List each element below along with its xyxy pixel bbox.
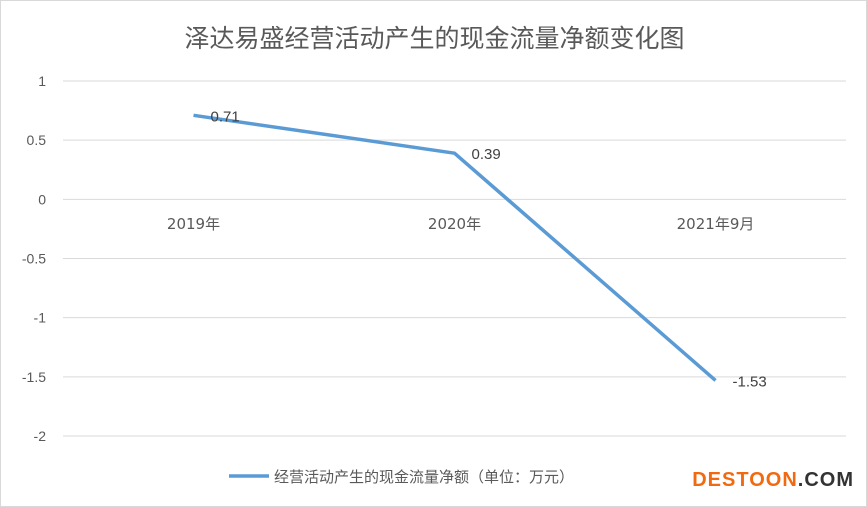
y-tick-label: 0.5	[27, 132, 47, 148]
watermark: DESTOON.COM	[692, 469, 854, 492]
x-tick-label: 2021年9月	[677, 215, 755, 233]
x-tick-label: 2020年	[428, 215, 481, 233]
chart-title: 泽达易盛经营活动产生的现金流量净额变化图	[184, 24, 685, 53]
y-tick-label: -0.5	[22, 251, 46, 267]
y-tick-label: 0	[38, 191, 46, 207]
data-label: 0.71	[211, 108, 240, 125]
watermark-part1: DESTOON	[692, 469, 798, 491]
series-line	[193, 113, 717, 382]
data-label: 0.39	[472, 146, 501, 163]
y-tick-label: 1	[38, 73, 46, 89]
legend-label: 经营活动产生的现金流量净额（单位：万元）	[274, 468, 574, 486]
y-tick-label: -2	[34, 428, 47, 444]
x-tick-label: 2019年	[167, 215, 220, 233]
y-tick-label: -1	[34, 310, 47, 326]
y-tick-label: -1.5	[22, 369, 46, 385]
watermark-part2: .COM	[797, 469, 854, 491]
data-label: -1.53	[733, 373, 767, 390]
